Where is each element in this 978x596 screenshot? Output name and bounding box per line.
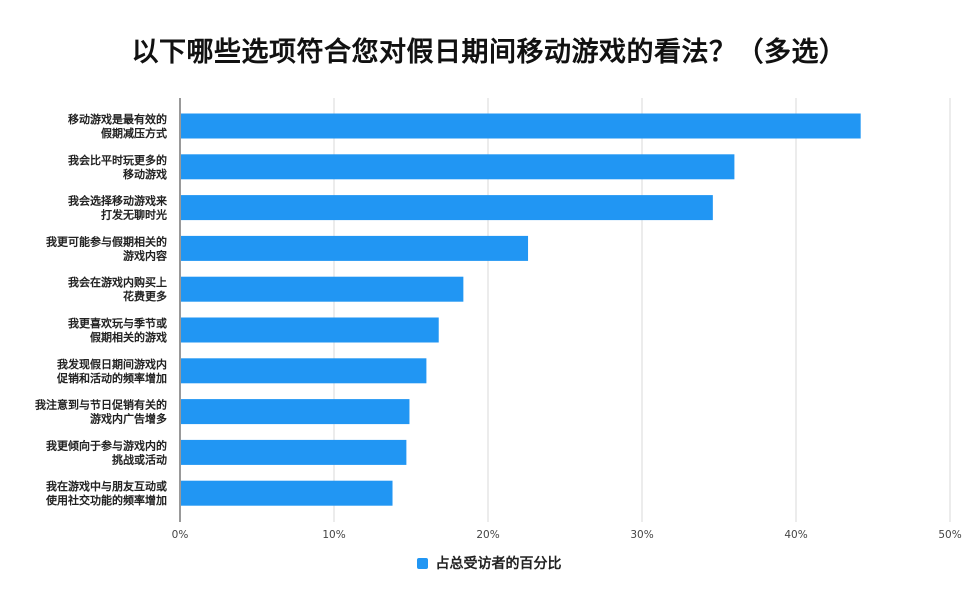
bar — [181, 399, 410, 425]
category-label: 我更可能参与假期相关的游戏内容 — [46, 234, 167, 262]
category-label-line: 我更倾向于参与游戏内的 — [46, 438, 167, 452]
category-label-line: 假期相关的游戏 — [90, 330, 167, 344]
category-label-line: 打发无聊时光 — [101, 208, 167, 222]
category-label: 我会选择移动游戏来打发无聊时光 — [68, 194, 168, 222]
category-label: 我注意到与节日促销有关的游戏内广告增多 — [35, 398, 167, 426]
category-label-line: 假期减压方式 — [101, 126, 167, 140]
bar — [181, 235, 529, 261]
bar — [181, 195, 713, 221]
bar — [181, 480, 393, 506]
category-label-line: 我注意到与节日促销有关的 — [35, 398, 167, 412]
category-label-line: 我更可能参与假期相关的 — [46, 234, 167, 248]
category-label: 我会比平时玩更多的移动游戏 — [68, 153, 167, 181]
bar — [181, 358, 427, 384]
category-label-line: 移动游戏 — [123, 167, 167, 181]
x-tick-label: 40% — [784, 529, 807, 541]
x-tick-label: 10% — [322, 529, 345, 541]
category-label-line: 我更喜欢玩与季节或 — [68, 316, 167, 330]
bar — [181, 113, 861, 139]
category-label-line: 游戏内容 — [123, 248, 167, 262]
category-label-line: 我会比平时玩更多的 — [68, 153, 167, 167]
category-label-line: 我会选择移动游戏来 — [68, 194, 168, 208]
category-label-line: 我会在游戏内购买上 — [68, 275, 167, 289]
bar — [181, 154, 735, 180]
category-label: 我更喜欢玩与季节或假期相关的游戏 — [68, 316, 167, 344]
category-label-line: 我在游戏中与朋友互动或 — [46, 479, 167, 493]
category-label-line: 我发现假日期间游戏内 — [57, 357, 167, 371]
category-label-line: 游戏内广告增多 — [90, 412, 167, 426]
x-tick-label: 20% — [476, 529, 499, 541]
x-tick-label: 50% — [938, 529, 961, 541]
category-label-line: 挑战或活动 — [112, 452, 167, 466]
category-label: 我在游戏中与朋友互动或使用社交功能的频率增加 — [45, 479, 167, 507]
category-label: 我发现假日期间游戏内促销和活动的频率增加 — [56, 357, 167, 385]
category-label-line: 移动游戏是最有效的 — [68, 112, 167, 126]
legend-swatch — [416, 557, 428, 569]
category-label: 移动游戏是最有效的假期减压方式 — [68, 112, 167, 140]
category-label-line: 使用社交功能的频率增加 — [45, 493, 167, 507]
x-tick-label: 30% — [630, 529, 653, 541]
bar — [181, 439, 407, 465]
bar — [181, 317, 439, 343]
category-label-line: 促销和活动的频率增加 — [56, 371, 167, 385]
category-label-line: 花费更多 — [123, 289, 167, 303]
legend-label: 占总受访者的百分比 — [435, 556, 562, 572]
legend: 占总受访者的百分比 — [0, 553, 978, 573]
bar — [181, 276, 464, 302]
category-label: 我更倾向于参与游戏内的挑战或活动 — [46, 438, 167, 466]
category-label: 我会在游戏内购买上花费更多 — [68, 275, 167, 303]
chart-title: 以下哪些选项符合您对假日期间移动游戏的看法？（多选） — [131, 37, 847, 68]
x-tick-label: 0% — [172, 529, 189, 541]
